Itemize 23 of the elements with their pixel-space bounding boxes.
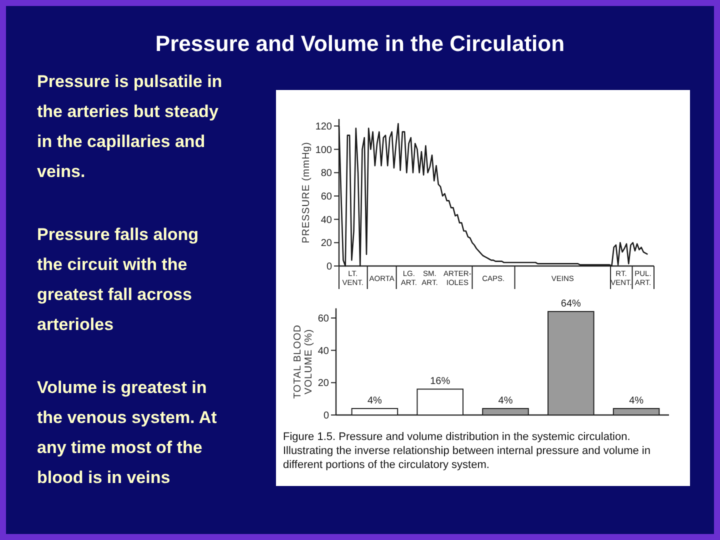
y-tick-label: 0: [323, 410, 330, 422]
text: Pressure falls along the circuit with the greatest fall across arterioles: [37, 225, 199, 334]
y-axis-title: TOTAL BLOOD VOLUME (%): [292, 324, 314, 399]
data-label: 4%: [629, 396, 644, 407]
y-tick-label: 60: [318, 314, 330, 324]
y-tick-label: 120: [315, 122, 332, 132]
y-axis-title: PRESSURE (mmHg): [301, 142, 312, 244]
y-tick-label: 40: [318, 346, 330, 357]
text: Pressure is pulsatile in the arteries but steady in the capillaries and veins.: [37, 72, 222, 181]
data-label: 4%: [498, 396, 513, 407]
y-tick-label: 40: [320, 214, 332, 226]
y-tick-label: 20: [320, 238, 332, 250]
data-label: 16%: [430, 376, 450, 388]
caption: Figure 1.5. Pressure and volume distribution in the systemic circulation. Illustrating the inverse relationship between internal pressure and volume in different portions of the circulatory system.: [283, 431, 650, 471]
y-tick-label: 80: [320, 168, 332, 180]
y-tick-label: 20: [318, 378, 330, 390]
text: Pressure and Volume in the Circulation: [155, 31, 565, 56]
data-label: 4%: [367, 396, 382, 407]
text: Volume is greatest in the venous system. At any time most of the blood is in veins: [37, 378, 218, 487]
y-tick-label: 0: [326, 262, 332, 272]
data-label: 64%: [560, 298, 582, 310]
y-tick-label: 100: [315, 144, 332, 156]
y-tick-label: 60: [320, 192, 332, 202]
